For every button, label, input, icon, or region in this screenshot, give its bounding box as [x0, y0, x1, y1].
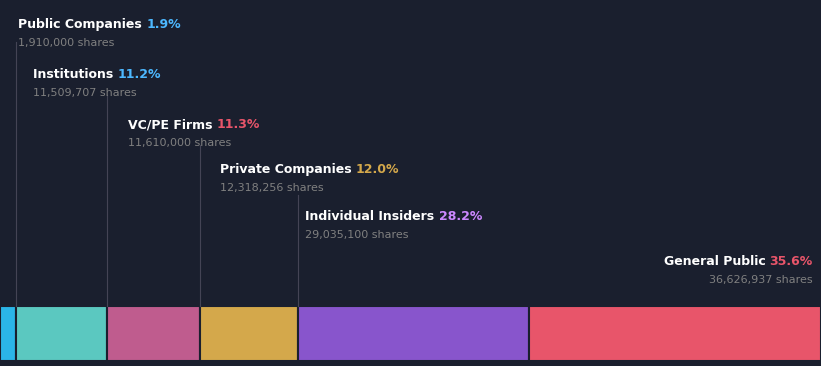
Text: 12.0%: 12.0%: [356, 163, 400, 176]
Bar: [16, 306, 108, 361]
Text: 11,610,000 shares: 11,610,000 shares: [128, 138, 232, 148]
Text: 35.6%: 35.6%: [769, 255, 813, 268]
Text: General Public: General Public: [663, 255, 765, 268]
Text: Institutions: Institutions: [33, 68, 117, 81]
Text: 11.2%: 11.2%: [117, 68, 161, 81]
Bar: [298, 306, 530, 361]
Text: 28.2%: 28.2%: [438, 210, 482, 223]
Text: VC/PE Firms: VC/PE Firms: [128, 118, 217, 131]
Text: 12,318,256 shares: 12,318,256 shares: [220, 183, 323, 193]
Bar: [200, 306, 298, 361]
Text: 11.3%: 11.3%: [217, 118, 260, 131]
Text: Individual Insiders: Individual Insiders: [305, 210, 438, 223]
Text: 11,509,707 shares: 11,509,707 shares: [33, 88, 136, 98]
Text: Private Companies: Private Companies: [220, 163, 356, 176]
Text: 29,035,100 shares: 29,035,100 shares: [305, 230, 409, 240]
Bar: [530, 306, 821, 361]
Bar: [108, 306, 200, 361]
Text: Public Companies: Public Companies: [18, 18, 146, 31]
Text: 36,626,937 shares: 36,626,937 shares: [709, 275, 813, 285]
Text: 1.9%: 1.9%: [146, 18, 181, 31]
Bar: [0, 306, 16, 361]
Text: 1,910,000 shares: 1,910,000 shares: [18, 38, 114, 48]
